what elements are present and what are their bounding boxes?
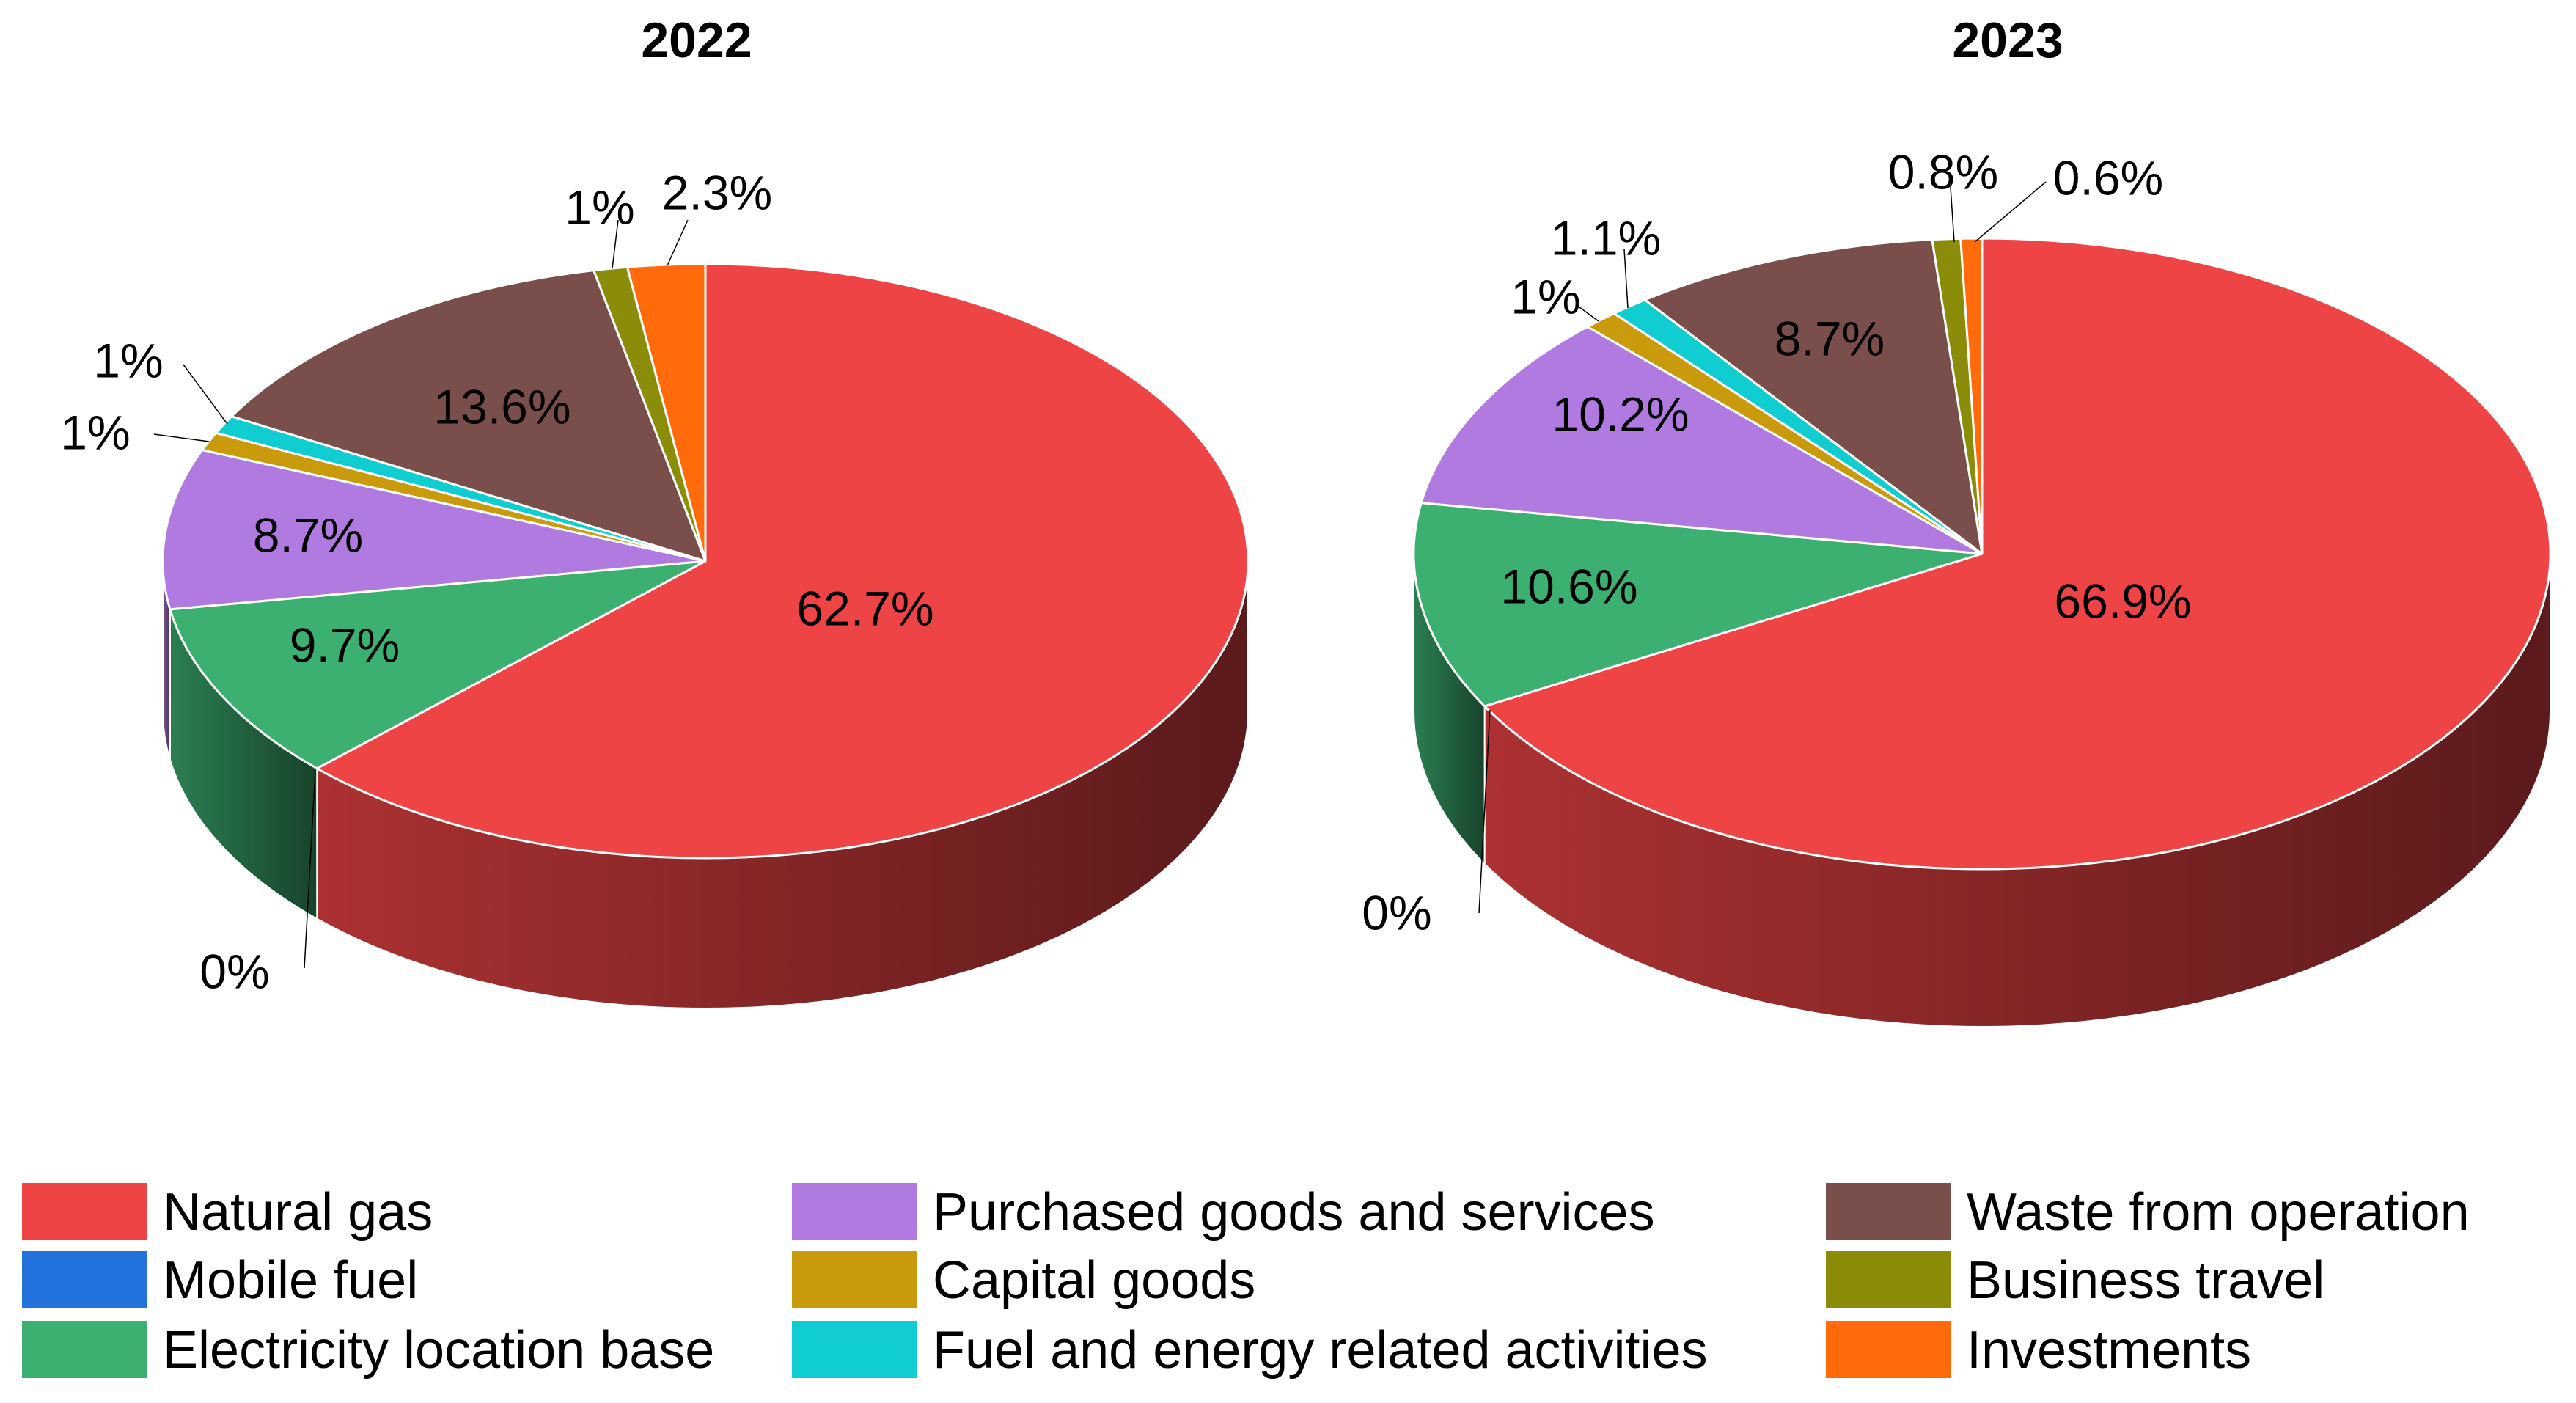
leader-line-investments <box>667 219 689 266</box>
legend-swatch <box>792 1251 917 1308</box>
data-label-electricity-location-base: 9.7% <box>290 618 400 672</box>
legend-swatch <box>22 1183 147 1240</box>
slice-investments <box>1959 237 1984 555</box>
legend-label: Capital goods <box>933 1251 1255 1310</box>
legend-swatch <box>1826 1321 1951 1378</box>
slice-investments <box>625 263 707 563</box>
data-label-purchased-goods-and-services: 8.7% <box>253 508 363 562</box>
pie-title-2022: 2022 <box>641 12 752 68</box>
legend-label: Natural gas <box>163 1183 433 1242</box>
data-label-waste-from-operation: 13.6% <box>433 379 570 433</box>
data-label-waste-from-operation: 8.7% <box>1775 311 1885 365</box>
legend-swatch <box>792 1183 917 1240</box>
slice-electricity-location-base <box>169 560 707 770</box>
data-label-fuel-and-energy-related-activities: 1.1% <box>1551 210 1661 265</box>
slice-electricity-location-base <box>1412 502 1984 708</box>
data-label-investments: 2.3% <box>662 165 772 219</box>
data-label-electricity-location-base: 10.6% <box>1500 559 1637 613</box>
data-label-investments: 0.6% <box>2053 150 2163 205</box>
leader-line-mobile-fuel <box>304 769 316 969</box>
data-label-natural-gas: 66.9% <box>2054 574 2191 628</box>
legend-swatch <box>792 1321 917 1378</box>
data-label-mobile-fuel: 0% <box>199 944 269 998</box>
data-label-business-travel: 0.8% <box>1888 144 1998 199</box>
legend-item-investments: Investments <box>1826 1321 2251 1380</box>
data-labels: 66.9% 0% 10.6% 10.2% 1%1.1% 8.7% 0.8% 0.6% <box>1362 144 2191 939</box>
data-label-purchased-goods-and-services: 10.2% <box>1552 387 1689 441</box>
pie-title-2023: 2023 <box>1952 12 2063 68</box>
legend-label: Business travel <box>1967 1251 2324 1310</box>
legend-item-waste-from-operation: Waste from operation <box>1826 1183 2470 1242</box>
legend-item-natural-gas: Natural gas <box>22 1183 433 1242</box>
legend-swatch <box>1826 1183 1951 1240</box>
data-label-fuel-and-energy-related-activities: 1% <box>93 333 163 387</box>
leader-line-mobile-fuel <box>1478 709 1491 914</box>
data-labels: 62.7% 0% 9.7% 8.7% 1% 1% 13.6% 1% 2.3% <box>60 165 933 998</box>
data-label-natural-gas: 62.7% <box>796 581 933 635</box>
legend-label: Waste from operation <box>1967 1183 2470 1242</box>
data-label-mobile-fuel: 0% <box>1362 885 1431 939</box>
legend-swatch <box>22 1251 147 1308</box>
legend-swatch <box>22 1321 147 1378</box>
legend-item-business-travel: Business travel <box>1826 1251 2324 1310</box>
slice-waste-from-operation <box>1643 238 1984 555</box>
data-label-capital-goods: 1% <box>1511 269 1580 323</box>
slice-waste-from-operation <box>230 269 707 563</box>
slice-purchased-goods-and-services <box>161 449 707 611</box>
pie-2023: 66.9% 0% 10.6% 10.2% 1%1.1% 8.7% 0.8% 0.6% <box>1362 144 2552 1028</box>
pie-2022: 62.7% 0% 9.7% 8.7% 1% 1% 13.6% 1% 2.3% <box>60 165 1250 1009</box>
data-label-business-travel: 1% <box>565 180 634 234</box>
legend-label: Purchased goods and services <box>933 1183 1655 1242</box>
legend-item-mobile-fuel: Mobile fuel <box>22 1251 418 1310</box>
pie-top <box>161 263 1250 860</box>
slice-natural-gas <box>1483 237 2552 871</box>
leader-line-fuel-and-energy-related-activities <box>183 364 228 425</box>
leader-line-fuel-and-energy-related-activities <box>1623 249 1629 309</box>
legend: Natural gas Mobile fuel Electricity locati… <box>22 1183 2470 1380</box>
legend-label: Mobile fuel <box>163 1251 418 1310</box>
legend-label: Electricity location base <box>163 1321 714 1380</box>
legend-item-fuel-and-energy-related-activities: Fuel and energy related activities <box>792 1321 1708 1380</box>
slice-natural-gas <box>315 263 1250 860</box>
leader-line-capital-goods <box>1576 304 1599 322</box>
pie-top <box>1412 237 2552 871</box>
legend-swatch <box>1826 1251 1951 1308</box>
slice-purchased-goods-and-services <box>1420 325 1984 555</box>
legend-item-electricity-location-base: Electricity location base <box>22 1321 714 1380</box>
legend-item-purchased-goods-and-services: Purchased goods and services <box>792 1183 1655 1242</box>
leader-line-business-travel <box>1950 186 1955 243</box>
leader-line-business-travel <box>612 219 619 269</box>
legend-label: Fuel and energy related activities <box>933 1321 1708 1380</box>
legend-item-capital-goods: Capital goods <box>792 1251 1255 1310</box>
data-label-capital-goods: 1% <box>60 405 130 459</box>
legend-label: Investments <box>1967 1321 2251 1380</box>
leader-line-investments <box>1974 181 2047 243</box>
leader-line-capital-goods <box>153 433 210 442</box>
